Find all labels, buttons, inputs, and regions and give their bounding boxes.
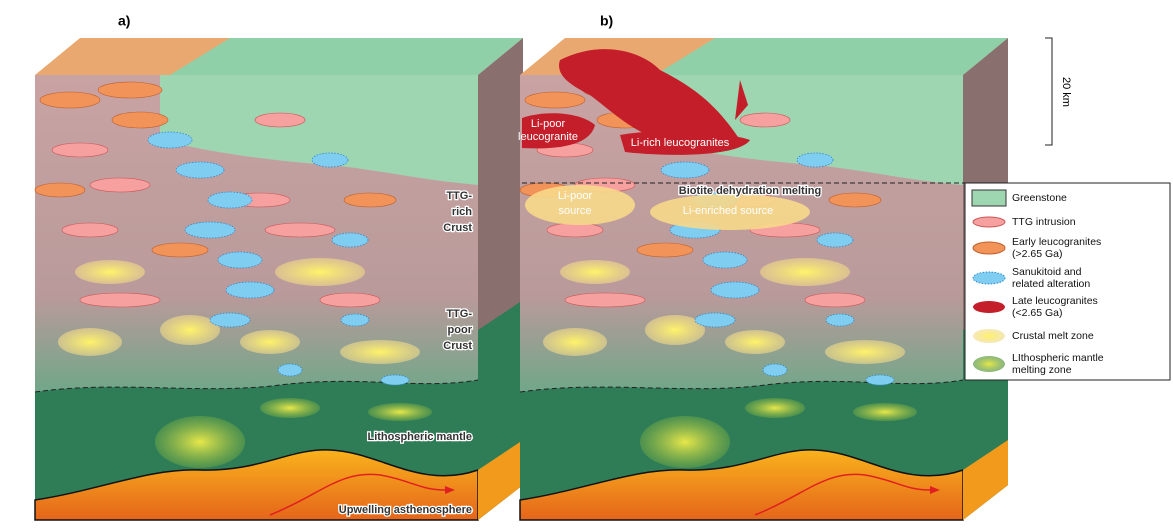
legend-label: melting zone — [1012, 364, 1072, 376]
leucogranite-label: Li-rich leucogranites — [631, 137, 730, 149]
block-b — [519, 37, 1009, 521]
block-a — [34, 37, 524, 521]
crust-label: TTG- — [446, 308, 472, 320]
legend-label: Sanukitoid and — [1012, 266, 1082, 278]
source-label: source — [558, 205, 591, 217]
leucogranite-label: leucogranite — [518, 131, 578, 143]
scale-label: 20 km — [1060, 77, 1072, 107]
scale-bar — [1045, 37, 1053, 146]
legend: Greenstone TTG intrusion Early leucogranit… — [964, 182, 1171, 381]
legend-label: Early leucogranites — [1012, 236, 1101, 248]
leucogranite-label: Li-poor — [531, 118, 566, 130]
crust-label: Crust — [443, 222, 472, 234]
legend-label: Crustal melt zone — [1012, 330, 1094, 342]
panel-label: a) — [118, 13, 130, 29]
asthenosphere-label: Upwelling asthenosphere — [339, 504, 472, 516]
melting-label: Biotite dehydration melting — [679, 185, 821, 197]
late-leucogranites — [522, 49, 750, 155]
legend-label: Greenstone — [1012, 192, 1067, 204]
legend-label: (>2.65 Ga) — [1012, 248, 1063, 260]
legend-label: Late leucogranites — [1012, 295, 1098, 307]
mantle-label: Lithospheric mantle — [367, 431, 472, 443]
legend-label: TTG intrusion — [1012, 216, 1076, 228]
panel-label: b) — [600, 13, 613, 29]
crust-label: rich — [452, 206, 472, 218]
crust-label: TTG- — [446, 190, 472, 202]
legend-label: LIthospheric mantle — [1012, 352, 1104, 364]
crust-label: poor — [448, 324, 473, 336]
legend-label: related alteration — [1012, 278, 1090, 290]
crust-label: Crust — [443, 340, 472, 352]
source-label: Li-enriched source — [683, 205, 774, 217]
source-zone — [525, 185, 810, 230]
source-label: Li-poor — [558, 190, 593, 202]
legend-label: (<2.65 Ga) — [1012, 307, 1063, 319]
